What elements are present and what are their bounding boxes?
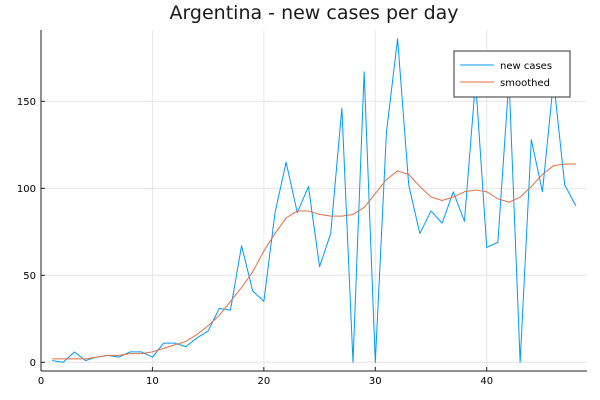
axes [40,30,587,372]
x-tick-label: 30 [369,376,382,387]
y-tick-label: 150 [17,97,36,108]
legend: new cases smoothed [453,50,571,98]
y-tick-label: 0 [30,358,36,369]
x-tick-label: 20 [257,376,270,387]
tick-labels: 0 10 20 30 40 0 50 100 150 [17,97,493,387]
grid-lines [40,30,587,371]
x-tick-label: 40 [480,376,493,387]
chart-title: Argentina - new cases per day [169,2,458,24]
legend-label-new-cases: new cases [500,61,552,72]
legend-box [453,50,571,98]
x-tick-label: 10 [146,376,159,387]
legend-label-smoothed: smoothed [500,78,550,89]
series-line-smoothed [52,163,576,360]
y-tick-label: 100 [17,184,36,195]
x-tick-label: 0 [38,376,44,387]
series-line-new-cases [52,38,577,363]
y-tick-label: 50 [23,271,36,282]
series-lines [52,38,577,363]
